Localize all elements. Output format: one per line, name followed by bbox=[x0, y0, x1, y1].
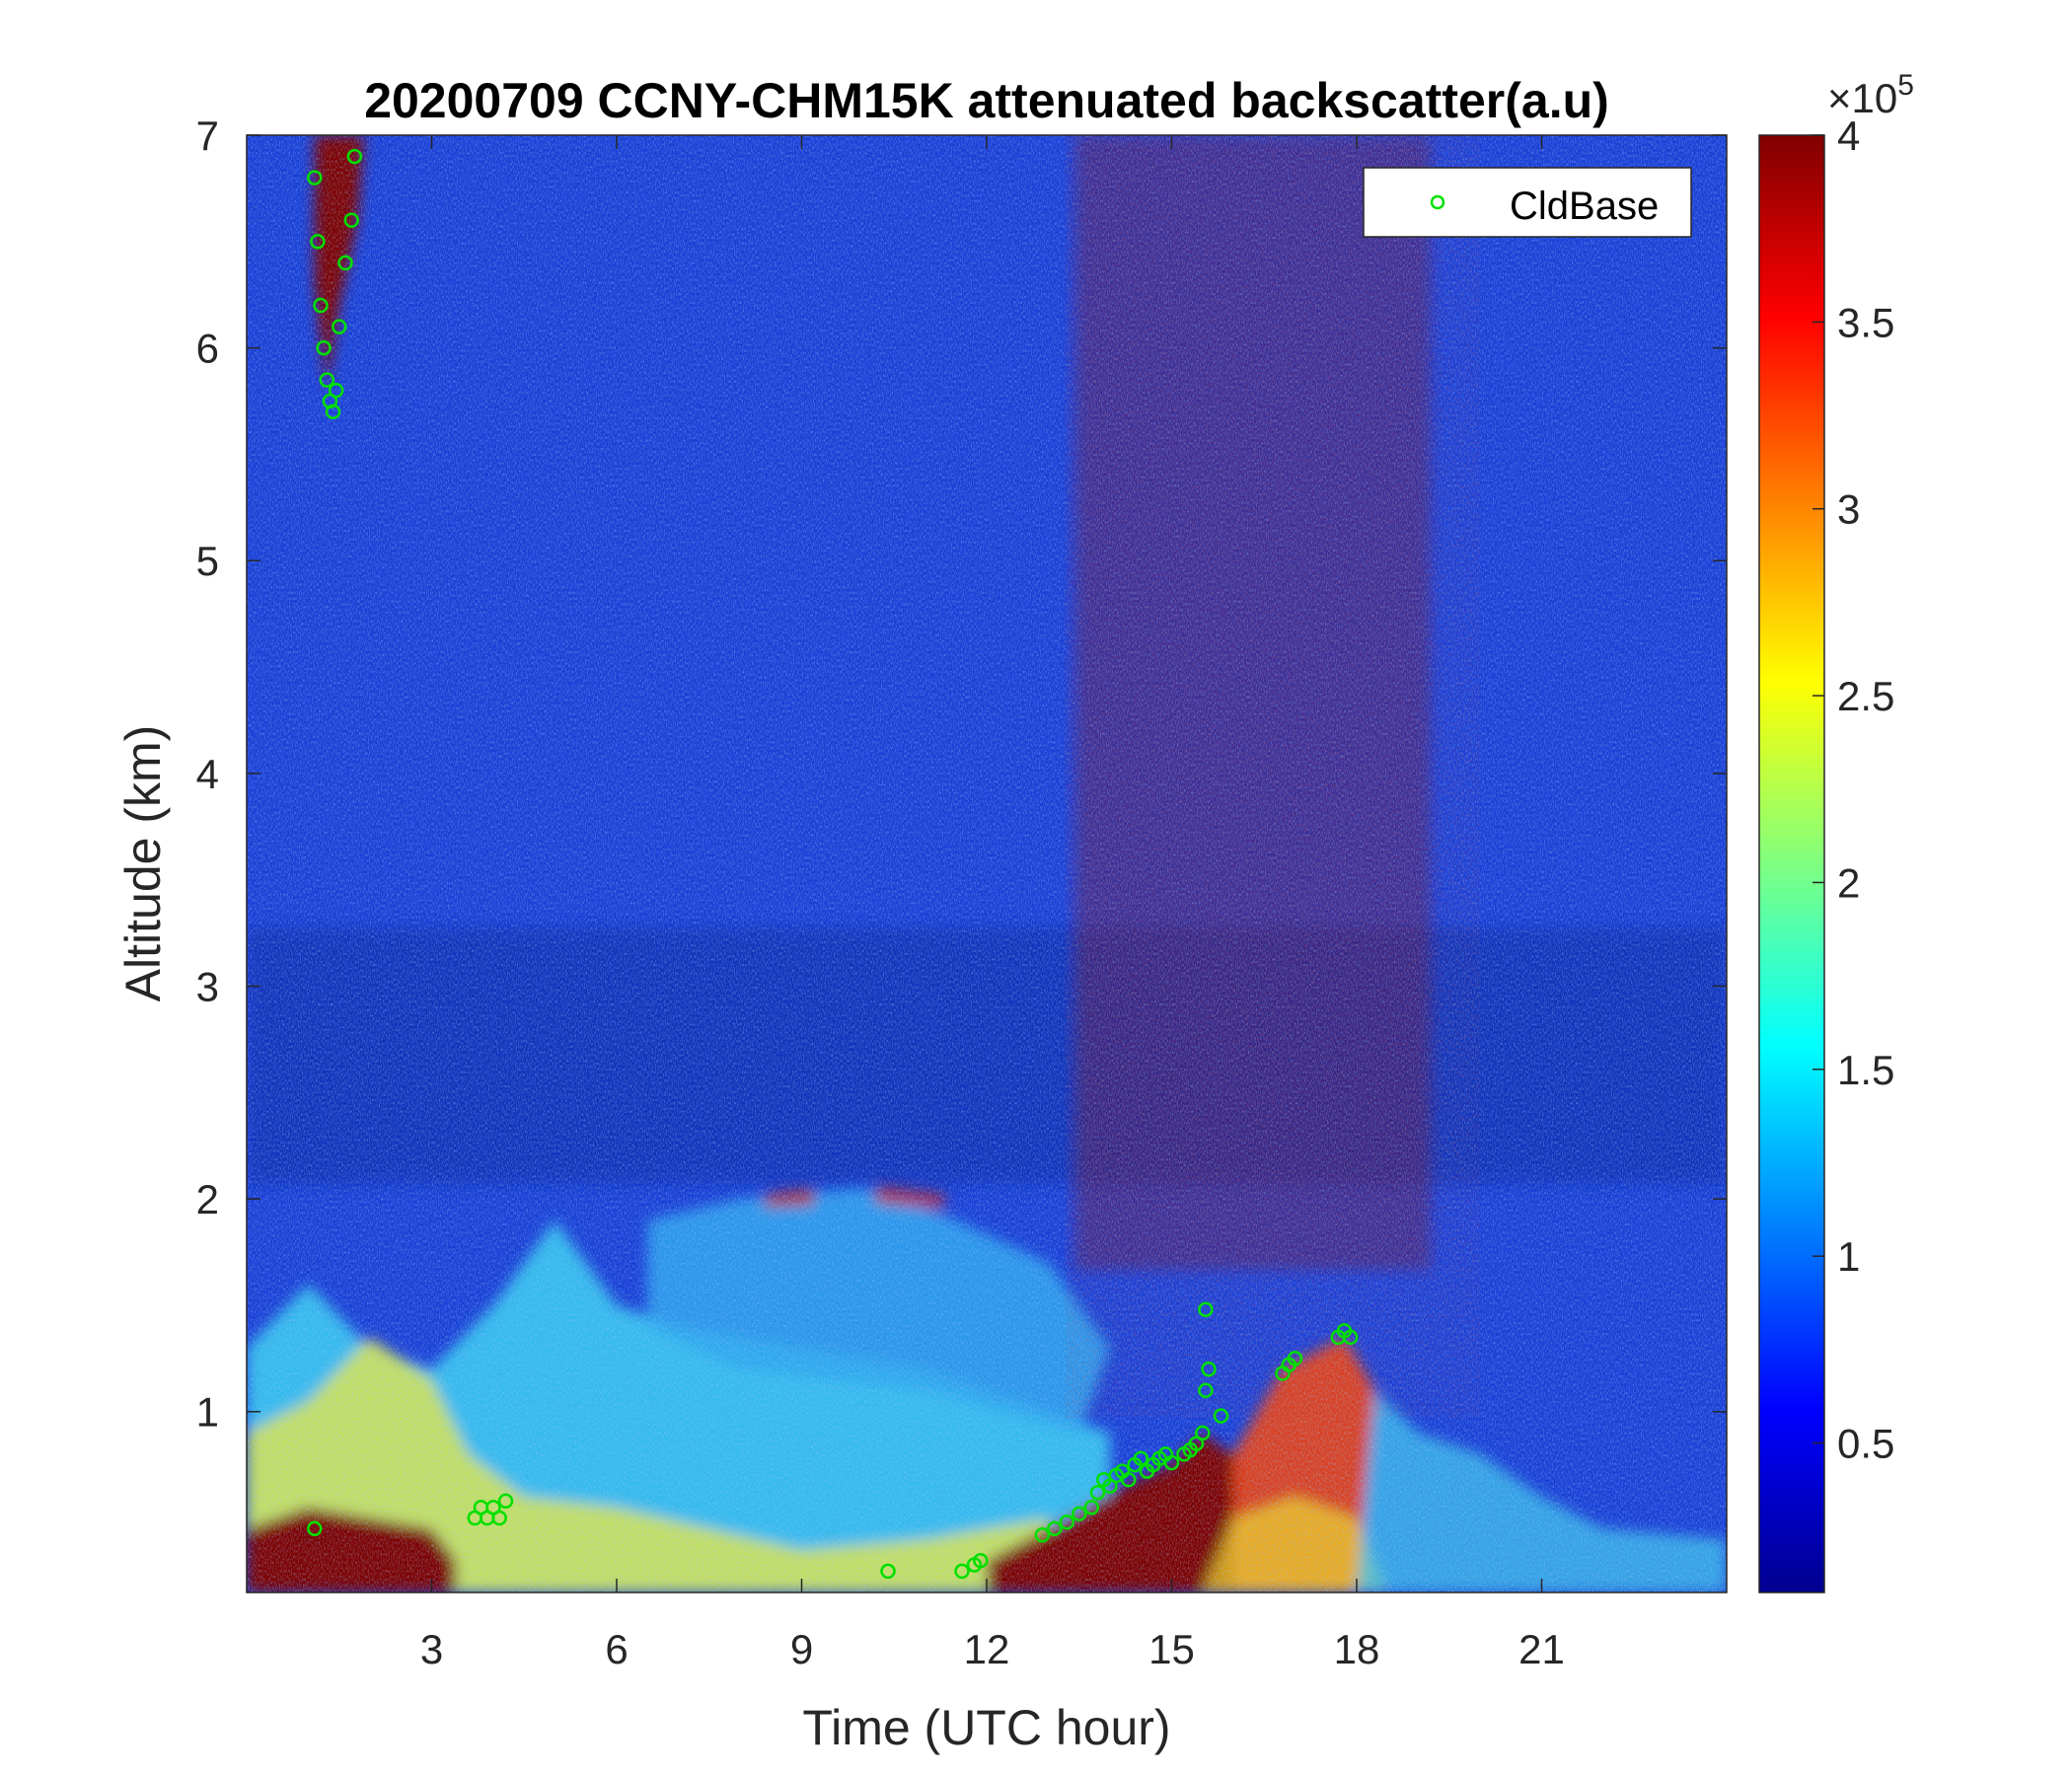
legend-cldbase-marker bbox=[1430, 194, 1445, 210]
y-tick-label: 3 bbox=[196, 963, 219, 1009]
colorbar-tick-label: 3.5 bbox=[1837, 299, 1894, 345]
chart-title: 20200709 CCNY-CHM15K attenuated backscat… bbox=[364, 73, 1609, 128]
colorbar-tick-label: 1.5 bbox=[1837, 1047, 1894, 1093]
cldbase-point bbox=[1213, 1408, 1229, 1424]
cldbase-point bbox=[310, 234, 326, 250]
cldbase-point bbox=[325, 404, 341, 420]
heatmap-noise-texture bbox=[247, 135, 1727, 1592]
colorbar-tick-label: 2.5 bbox=[1837, 673, 1894, 719]
heatmap-plot-area bbox=[247, 135, 1727, 1592]
colorbar-tick-label: 1 bbox=[1837, 1233, 1860, 1280]
colorbar-tick-label: 0.5 bbox=[1837, 1421, 1894, 1467]
cldbase-point bbox=[1047, 1520, 1063, 1537]
y-tick-label: 2 bbox=[196, 1176, 219, 1222]
x-tick-label: 9 bbox=[790, 1626, 813, 1672]
cldbase-point bbox=[346, 148, 363, 165]
x-tick-label: 15 bbox=[1148, 1626, 1195, 1672]
y-tick-label: 7 bbox=[196, 112, 219, 159]
cldbase-point bbox=[1133, 1450, 1149, 1466]
cldbase-point bbox=[1083, 1500, 1100, 1516]
cldbase-point bbox=[1089, 1484, 1106, 1501]
x-tick-label: 21 bbox=[1518, 1626, 1565, 1672]
x-tick-label: 3 bbox=[420, 1626, 443, 1672]
cldbase-point bbox=[319, 372, 335, 388]
colorbar-tick-label: 2 bbox=[1837, 859, 1860, 906]
x-tick-label: 12 bbox=[964, 1626, 1010, 1672]
cldbase-point bbox=[1163, 1454, 1180, 1471]
y-tick-label: 4 bbox=[196, 751, 219, 797]
legend-box bbox=[1363, 167, 1692, 238]
cldbase-point bbox=[343, 212, 360, 228]
cldbase-point bbox=[1121, 1471, 1137, 1488]
colorbar-gradient bbox=[1758, 134, 1825, 1593]
colorbar-tick-label: 3 bbox=[1837, 486, 1860, 533]
y-tick-label: 6 bbox=[196, 326, 219, 372]
cldbase-point bbox=[1072, 1506, 1087, 1521]
cldbase-point bbox=[313, 297, 329, 314]
cldbase-point bbox=[337, 255, 353, 271]
cldbase-point bbox=[316, 339, 332, 356]
cldbase-point bbox=[497, 1493, 514, 1510]
cldbase-point bbox=[307, 1520, 323, 1537]
colorbar-tick-label: 4 bbox=[1837, 112, 1860, 159]
colorbar: 0.5 1 1.5 2 2.5 3 3.5 4 ×105 bbox=[1758, 69, 1914, 1593]
cldbase-point bbox=[328, 382, 344, 399]
cldbase-point bbox=[1342, 1329, 1359, 1346]
y-tick-label: 1 bbox=[196, 1389, 219, 1436]
cldbase-point bbox=[1059, 1515, 1075, 1530]
cldbase-point bbox=[332, 319, 347, 334]
y-axis-label: Altitude (km) bbox=[115, 725, 171, 1002]
cldbase-point bbox=[1201, 1361, 1217, 1377]
cldbase-point bbox=[973, 1552, 989, 1569]
cldbase-point bbox=[491, 1510, 507, 1526]
cldbase-point bbox=[1287, 1351, 1303, 1367]
cldbase-point bbox=[1198, 1382, 1214, 1398]
cldbase-point bbox=[1198, 1301, 1214, 1317]
cldbase-point bbox=[1195, 1425, 1211, 1442]
y-tick-label: 5 bbox=[196, 538, 219, 584]
heatmap-red-noise-texture bbox=[1066, 135, 1480, 1418]
cldbase-point bbox=[954, 1563, 970, 1580]
x-axis-label: Time (UTC hour) bbox=[802, 1700, 1170, 1755]
x-tick-label: 6 bbox=[605, 1626, 628, 1672]
x-tick-label: 18 bbox=[1334, 1626, 1380, 1672]
cldbase-point bbox=[1034, 1527, 1051, 1543]
legend: CldBase bbox=[1363, 167, 1692, 238]
cldbase-point bbox=[880, 1563, 896, 1580]
cldbase-point bbox=[307, 170, 323, 185]
legend-cldbase-label: CldBase bbox=[1510, 185, 1659, 228]
colorbar-multiplier: ×105 bbox=[1827, 69, 1914, 121]
